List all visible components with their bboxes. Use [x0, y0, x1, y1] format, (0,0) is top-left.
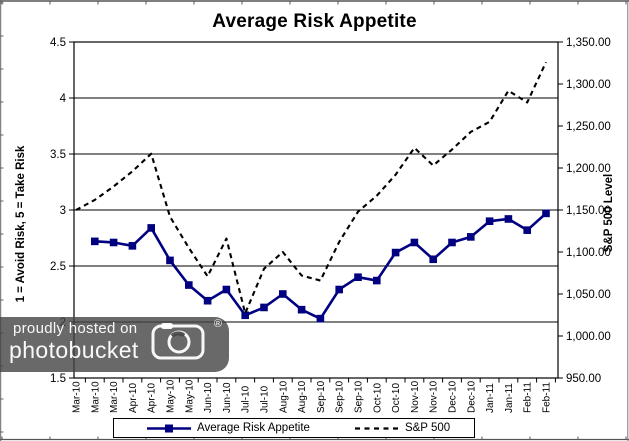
right-axis-tick-label: 1,050.00 [566, 289, 611, 301]
data-point-marker [523, 226, 531, 234]
x-axis-tick-label: Aug-10 [278, 380, 289, 413]
x-axis-tick-label: Aug-10 [297, 380, 308, 413]
left-axis-title: 1 = Avoid Risk, 5 = Take Risk [15, 145, 27, 303]
data-point-marker [485, 217, 494, 225]
x-axis-tick-label: Jan-11 [504, 383, 515, 413]
left-axis-tick-label: 1.5 [50, 373, 66, 385]
x-axis-tick-label: Oct-10 [372, 383, 383, 413]
left-axis-tick-label: 4.5 [50, 37, 66, 49]
data-point-marker [222, 285, 231, 294]
x-axis-tick-label: Apr-10 [128, 383, 139, 413]
data-point-marker [391, 248, 400, 257]
data-point-marker [147, 224, 155, 232]
x-axis-tick-label: Nov-10 [410, 380, 421, 413]
x-axis-tick-label: Feb-11 [542, 382, 553, 413]
x-axis-tick-label: May-10 [184, 379, 195, 413]
data-point-marker [504, 215, 513, 223]
x-axis-tick-label: Mar-10 [72, 381, 83, 413]
right-axis-tick-label: 1,250.00 [566, 121, 611, 133]
x-axis-tick-label: Dec-10 [466, 380, 477, 413]
watermark-text-line1: proudly hosted on [13, 320, 138, 337]
x-axis-tick-label: Sep-10 [335, 380, 346, 413]
data-point-marker [185, 281, 193, 289]
x-axis-tick-label: Jan-11 [485, 383, 496, 413]
x-axis-tick-label: Nov-10 [429, 380, 440, 413]
x-axis-tick-label: May-10 [166, 379, 177, 413]
right-axis-tick-label: 1,350.00 [566, 37, 611, 49]
legend-entry-sp500: S&P 500 [354, 422, 450, 434]
data-point-marker [91, 237, 99, 246]
legend-label-sp500: S&P 500 [404, 422, 451, 434]
data-point-marker [109, 238, 118, 247]
x-axis-tick-label: Apr-10 [147, 383, 158, 413]
legend-label-risk-appetite: Average Risk Appetite [197, 422, 310, 434]
data-point-marker [316, 314, 325, 323]
x-axis-tick-label: Oct-10 [391, 383, 402, 413]
x-axis-tick-label: Mar-10 [90, 381, 101, 413]
data-point-marker [166, 256, 174, 265]
data-point-marker [429, 255, 437, 264]
right-axis-tick-label: 950.00 [566, 373, 601, 385]
x-axis-tick-label: Jul-10 [260, 385, 271, 413]
right-axis-tick-label: 1,100.00 [566, 247, 611, 259]
camera-icon [151, 323, 205, 360]
sp500-line [75, 61, 547, 315]
right-axis-title: S&P 500 Level [603, 173, 615, 253]
x-axis-tick-label: Dec-10 [448, 380, 459, 413]
data-point-marker [203, 296, 212, 305]
right-axis-tick-label: 1,300.00 [566, 79, 611, 91]
legend-entry-risk-appetite: Average Risk Appetite [146, 422, 310, 434]
data-point-marker [448, 238, 456, 247]
data-point-marker [279, 290, 287, 298]
watermark-text-line2: photobucket [9, 337, 139, 363]
x-axis-tick-label: Feb-11 [523, 382, 534, 413]
x-axis-tick-label: Jun-10 [222, 382, 233, 413]
x-axis-tick-label: Mar-10 [109, 381, 120, 413]
data-point-marker [373, 276, 381, 285]
data-point-marker [297, 305, 306, 314]
x-axis-tick-label: Jun-10 [203, 382, 214, 413]
x-axis-tick-label: Sep-10 [316, 380, 327, 413]
data-point-marker [354, 273, 362, 281]
data-point-marker [542, 209, 550, 218]
right-axis-tick-label: 1,150.00 [566, 205, 611, 217]
x-axis-tick-label: Sep-10 [354, 380, 365, 413]
registered-trademark-icon: ® [213, 318, 222, 330]
data-point-marker [410, 238, 419, 247]
left-axis-tick-label: 4 [60, 93, 67, 105]
x-axis-tick-label: Jul-10 [241, 385, 252, 413]
data-point-marker [260, 303, 268, 312]
data-point-marker [241, 311, 249, 320]
data-point-marker [467, 233, 475, 241]
left-axis-tick-label: 3 [60, 205, 66, 217]
photobucket-watermark: proudly hosted on photobucket ® [0, 317, 229, 372]
data-point-marker [128, 242, 137, 250]
right-axis-tick-label: 1,200.00 [566, 163, 611, 175]
legend-line-marker-sample-icon [147, 424, 191, 432]
data-point-marker [335, 285, 343, 294]
left-axis-tick-label: 2.5 [50, 261, 66, 273]
legend: Average Risk Appetite S&P 500 [113, 418, 475, 438]
legend-dashed-line-sample-icon [354, 426, 399, 430]
chart-title: Average Risk Appetite [212, 11, 417, 32]
right-axis-tick-label: 1,000.00 [566, 331, 611, 343]
left-axis-tick-label: 3.5 [50, 149, 66, 161]
